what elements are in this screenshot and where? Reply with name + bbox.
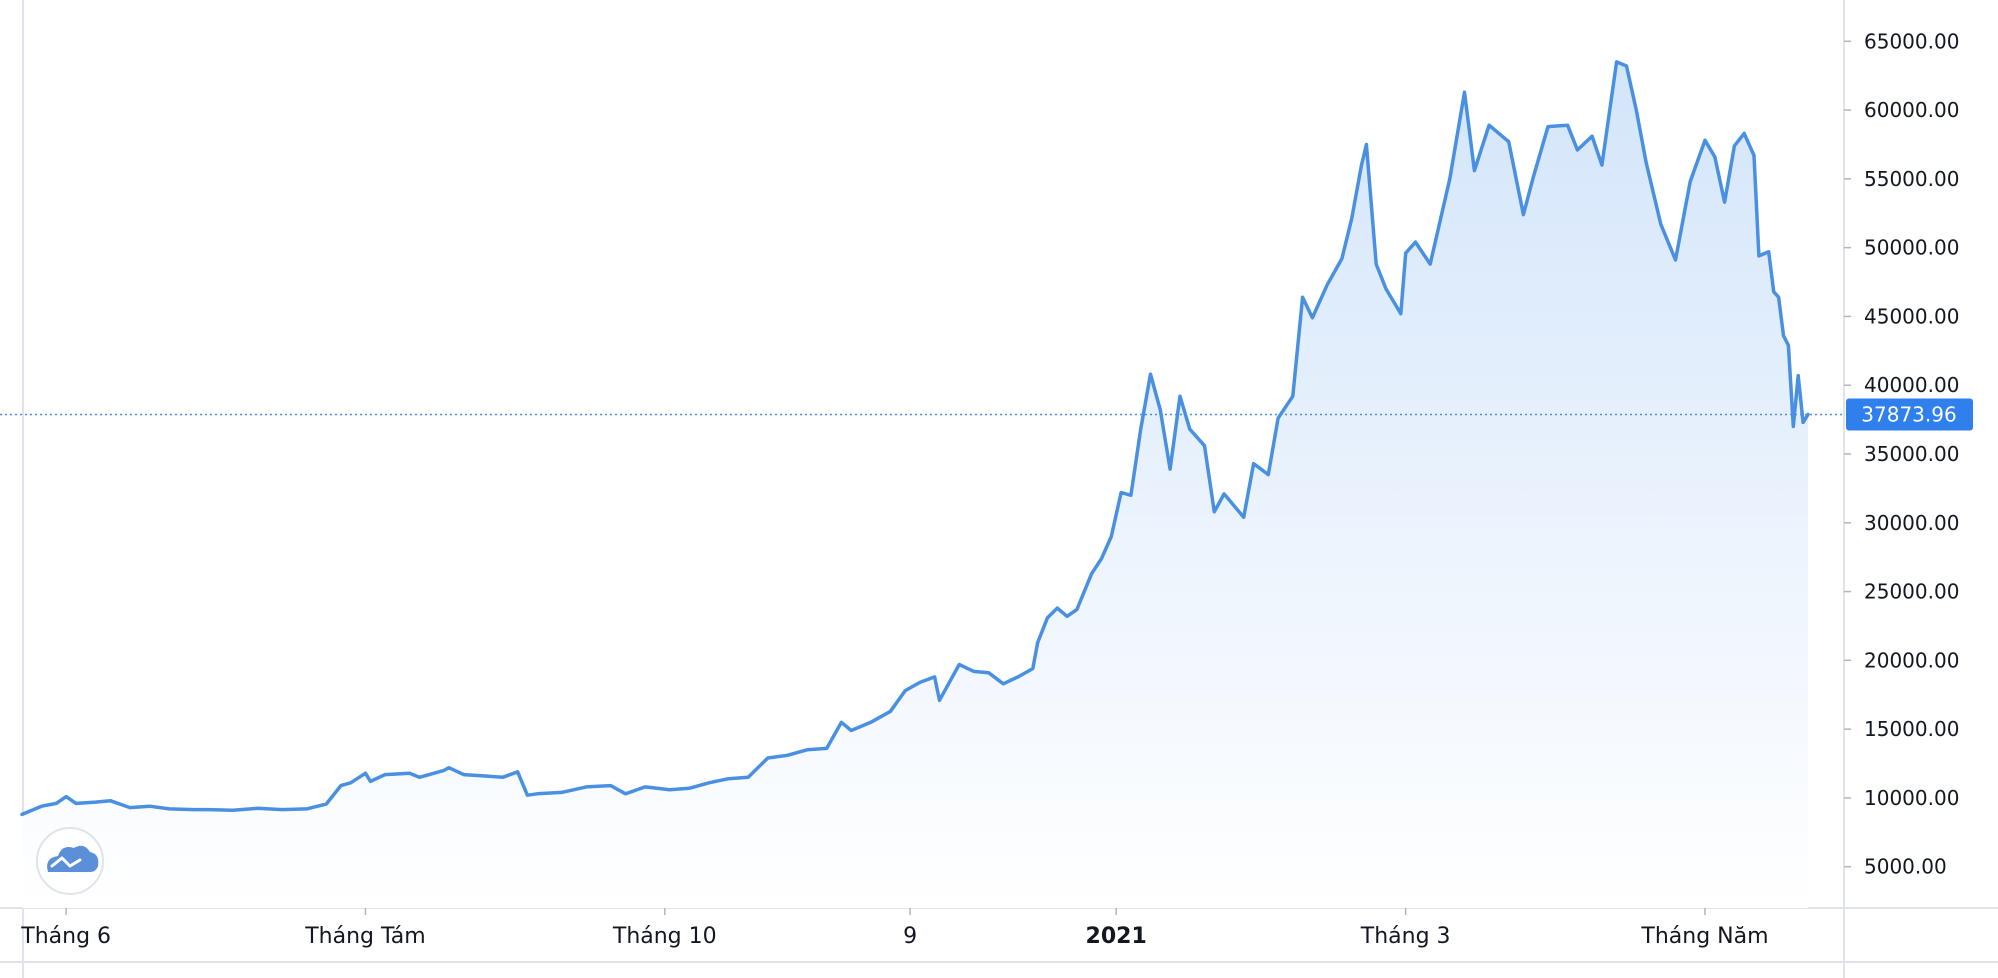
y-tick-label: 40000.00 [1864,373,1959,397]
price-axis[interactable]: 5000.00 10000.00 15000.00 20000.00 25000.00 3… [1844,29,1959,879]
y-tick-label: 45000.00 [1864,304,1959,328]
y-tick-label: 60000.00 [1864,98,1959,122]
tradingview-cloud-icon[interactable] [36,827,104,895]
x-tick-label: Tháng 3 [1360,924,1451,949]
last-price-label: 37873.96 [1846,398,1973,431]
plot-area [0,60,1844,908]
time-axis[interactable]: Tháng 6 Tháng Tám Tháng 10 9 2021 Tháng 3 Thán… [20,908,1769,949]
y-tick-label: 25000.00 [1864,580,1959,604]
y-tick-label: 35000.00 [1864,442,1959,466]
y-tick-label: 65000.00 [1864,29,1959,53]
y-tick-label: 15000.00 [1864,717,1959,741]
y-tick-label: 50000.00 [1864,236,1959,260]
x-tick-label: Tháng 6 [20,924,111,949]
y-tick-label: 5000.00 [1864,855,1947,879]
y-tick-label: 55000.00 [1864,167,1959,191]
y-tick-label: 30000.00 [1864,511,1959,535]
y-tick-label: 20000.00 [1864,648,1959,672]
x-tick-label: 9 [903,924,917,949]
x-tick-label: Tháng Năm [1640,924,1768,949]
x-tick-label: Tháng 10 [612,924,717,949]
last-price-value: 37873.96 [1861,402,1956,426]
price-line[interactable] [20,60,1810,817]
area-fill [22,61,1808,908]
y-tick-label: 10000.00 [1864,786,1959,810]
x-tick-label: Tháng Tám [304,924,425,949]
last-price-label-bg [1846,398,1973,431]
x-tick-label: 2021 [1086,924,1147,949]
